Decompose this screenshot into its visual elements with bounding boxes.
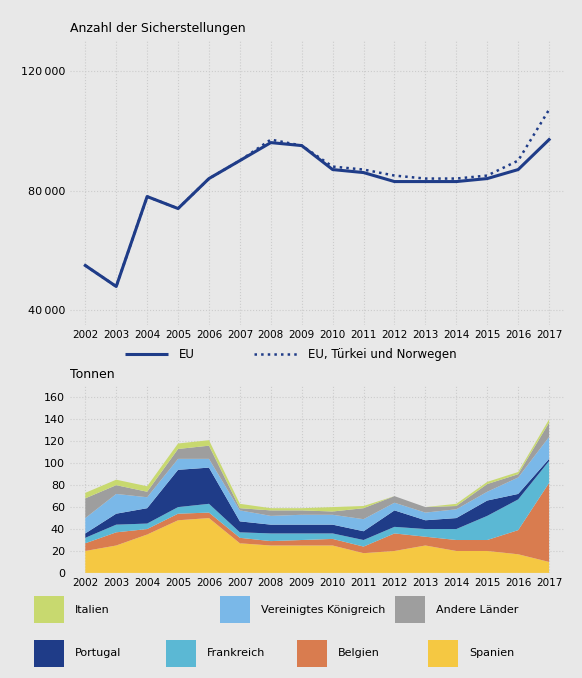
- Text: EU, Türkei und Norwegen: EU, Türkei und Norwegen: [307, 348, 456, 361]
- Bar: [165, 640, 196, 666]
- Text: Vereinigtes Königreich: Vereinigtes Königreich: [261, 605, 386, 615]
- Text: Frankreich: Frankreich: [207, 648, 265, 658]
- Text: Tonnen: Tonnen: [70, 368, 115, 381]
- Bar: [297, 640, 327, 666]
- Bar: [220, 597, 250, 623]
- Text: EU: EU: [179, 348, 195, 361]
- Bar: [428, 640, 458, 666]
- Text: Anzahl der Sicherstellungen: Anzahl der Sicherstellungen: [70, 22, 246, 35]
- Text: Andere Länder: Andere Länder: [436, 605, 519, 615]
- Bar: [34, 640, 65, 666]
- Bar: [395, 597, 425, 623]
- Text: Belgien: Belgien: [338, 648, 379, 658]
- Text: Portugal: Portugal: [75, 648, 122, 658]
- Text: Spanien: Spanien: [469, 648, 514, 658]
- Text: Italien: Italien: [75, 605, 110, 615]
- Bar: [34, 597, 65, 623]
